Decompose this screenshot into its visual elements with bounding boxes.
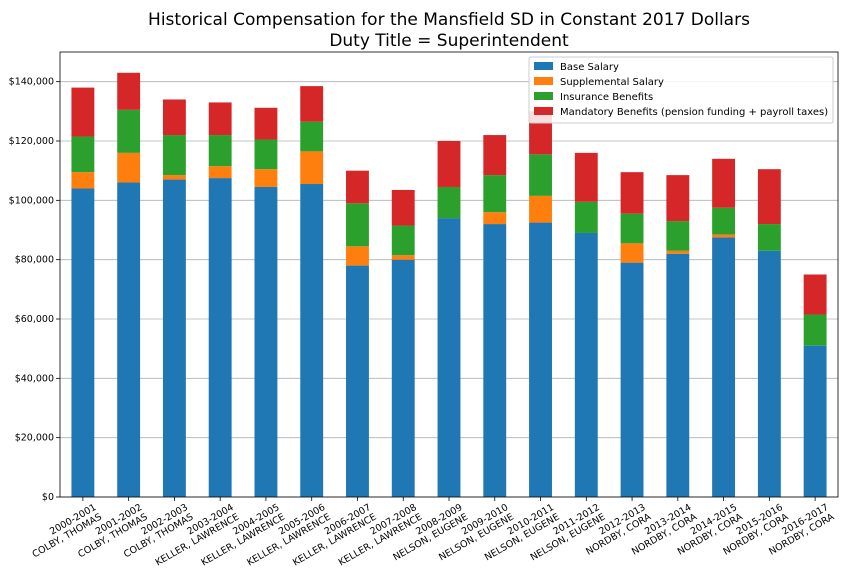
bar-segment: [117, 152, 141, 183]
bar-segment: [757, 250, 781, 497]
bar-segment: [162, 175, 186, 180]
bar-segment: [71, 87, 95, 137]
bar-segment: [391, 225, 415, 256]
bar-segment: [391, 259, 415, 497]
bars-layer: [71, 72, 827, 498]
bar-segment: [162, 179, 186, 498]
bar-segment: [162, 135, 186, 176]
bar-segment: [620, 262, 644, 497]
bar-segment: [483, 224, 507, 498]
bar-segment: [666, 175, 690, 222]
bar-segment: [620, 172, 644, 214]
bar-segment: [346, 203, 369, 247]
legend-swatch: [534, 62, 553, 70]
bar-segment: [712, 158, 736, 208]
legend-swatch: [534, 92, 553, 100]
y-tick-label: $60,000: [15, 314, 54, 325]
bar-segment: [71, 172, 95, 189]
bar-segment: [574, 232, 598, 497]
bar-segment: [346, 265, 369, 497]
bar-segment: [803, 345, 827, 497]
bar-segment: [300, 184, 324, 497]
y-tick-label: $0: [42, 492, 54, 503]
bar-segment: [574, 201, 598, 233]
bar-segment: [437, 141, 461, 187]
y-tick-label: $40,000: [15, 373, 54, 384]
chart-title: Historical Compensation for the Mansfiel…: [148, 10, 750, 30]
bar-segment: [391, 189, 415, 226]
y-tick-label: $120,000: [9, 136, 54, 147]
bar-segment: [666, 221, 690, 251]
bar-segment: [666, 250, 690, 254]
bar-segment: [529, 154, 552, 196]
bar-segment: [620, 243, 644, 263]
legend-swatch: [534, 107, 553, 115]
bar-segment: [208, 178, 232, 498]
bar-segment: [117, 182, 141, 498]
legend-label: Supplemental Salary: [560, 77, 664, 88]
bar-segment: [391, 255, 415, 260]
legend-swatch: [534, 77, 553, 85]
bar-segment: [71, 136, 95, 173]
legend-label: Mandatory Benefits (pension funding + pa…: [560, 107, 828, 118]
y-tick-label: $100,000: [9, 195, 54, 206]
bar-segment: [483, 135, 507, 176]
bar-segment: [803, 274, 827, 315]
bar-segment: [300, 121, 324, 152]
bar-segment: [574, 152, 598, 202]
bar-segment: [208, 135, 232, 167]
legend: Base Salary Supplemental Salary Insurance …: [528, 56, 834, 124]
bar-segment: [208, 102, 232, 136]
legend-box: [528, 56, 834, 124]
legend-label: Insurance Benefits: [560, 92, 653, 103]
bar-segment: [254, 139, 278, 170]
y-axis-ticks: $0 $20,000 $40,000 $60,000 $80,000 $100,000 $1…: [9, 77, 60, 503]
bar-segment: [666, 253, 690, 497]
bar-segment: [757, 224, 781, 251]
bar-segment: [483, 175, 507, 213]
bar-segment: [712, 207, 736, 235]
bar-segment: [529, 222, 552, 498]
bar-segment: [483, 212, 507, 225]
bar-segment: [712, 237, 736, 497]
bar-segment: [117, 109, 141, 153]
bar-segment: [346, 246, 369, 266]
legend-label: Base Salary: [560, 62, 619, 73]
bar-segment: [437, 186, 461, 219]
y-tick-label: $80,000: [15, 255, 54, 266]
bar-segment: [346, 170, 369, 204]
bar-segment: [254, 107, 278, 140]
bar-segment: [71, 188, 95, 497]
bar-segment: [437, 218, 461, 497]
chart-subtitle: Duty Title = Superintendent: [329, 31, 569, 51]
bar-segment: [162, 99, 186, 136]
bar-segment: [300, 86, 324, 122]
bar-segment: [254, 186, 278, 497]
y-tick-label: $20,000: [15, 433, 54, 444]
bar-segment: [620, 213, 644, 244]
bar-segment: [757, 169, 781, 225]
y-tick-label: $140,000: [9, 77, 54, 88]
bar-segment: [117, 72, 141, 110]
bar-segment: [712, 234, 736, 238]
bar-segment: [529, 195, 552, 223]
bar-segment: [300, 151, 324, 185]
bar-segment: [803, 314, 827, 346]
bar-segment: [254, 169, 278, 187]
bar-segment: [208, 166, 232, 179]
